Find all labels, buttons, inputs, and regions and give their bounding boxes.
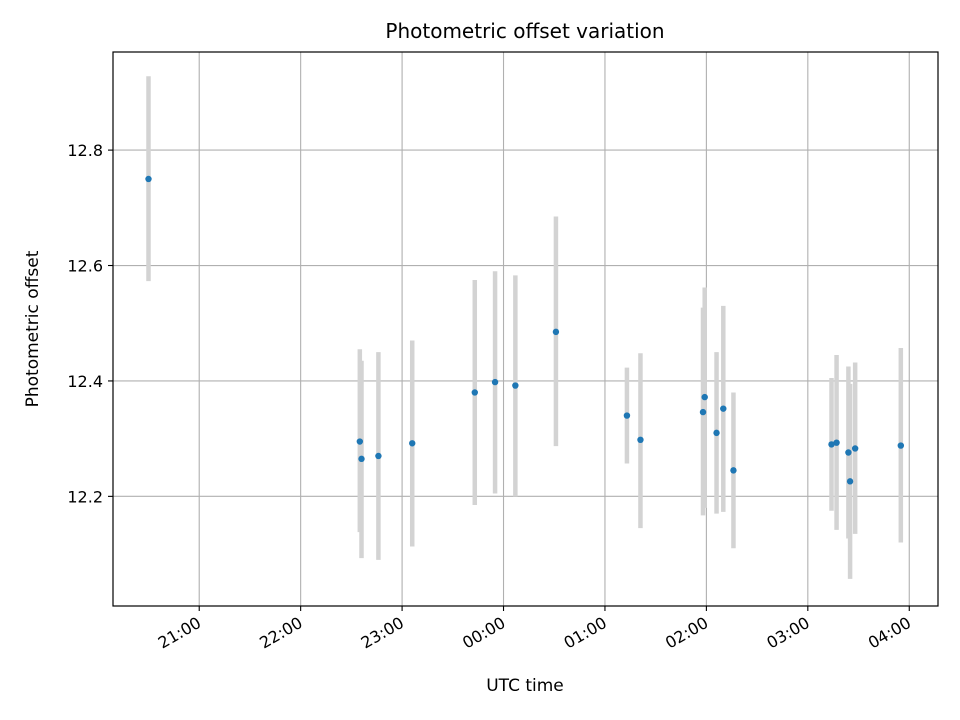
- data-point: [833, 439, 840, 446]
- y-tick-label: 12.4: [67, 372, 103, 391]
- x-tick-label: 00:00: [459, 613, 508, 653]
- x-tick-label: 01:00: [561, 613, 610, 653]
- data-point: [845, 449, 852, 456]
- chart-title: Photometric offset variation: [385, 19, 664, 43]
- data-point: [701, 393, 708, 401]
- plot-frame: [112, 51, 939, 607]
- axis-ticks: 21:00 22:00 23:00 00:00 01:00 02:00 03:00 04:00…: [67, 141, 914, 652]
- x-tick-label: 04:00: [865, 613, 914, 653]
- x-tick-label: 22:00: [256, 613, 305, 653]
- data-point: [897, 442, 905, 449]
- data-point: [409, 440, 416, 447]
- data-point: [491, 378, 499, 386]
- y-tick-label: 12.2: [67, 487, 103, 506]
- data-points: [145, 175, 905, 485]
- data-point: [699, 408, 707, 416]
- data-point: [828, 441, 835, 448]
- data-point: [623, 412, 631, 419]
- data-point: [720, 405, 727, 412]
- data-point: [471, 389, 478, 396]
- grid-lines: [113, 52, 938, 606]
- y-tick-label: 12.8: [67, 141, 103, 160]
- data-point: [846, 478, 854, 485]
- x-tick-label: 02:00: [662, 613, 711, 653]
- data-point: [713, 429, 720, 437]
- data-point: [512, 382, 519, 389]
- data-point: [730, 467, 737, 474]
- error-bars: [146, 76, 904, 579]
- x-tick-label: 23:00: [358, 613, 407, 653]
- data-point: [358, 455, 365, 463]
- y-axis-title: Photometric offset: [23, 250, 43, 407]
- data-point: [552, 328, 560, 336]
- x-axis-title: UTC time: [486, 676, 564, 696]
- x-tick-label: 21:00: [155, 613, 204, 653]
- data-point: [375, 452, 382, 460]
- data-point: [356, 438, 364, 445]
- y-tick-label: 12.6: [67, 257, 103, 276]
- data-point: [145, 175, 152, 183]
- x-tick-label: 03:00: [763, 613, 812, 653]
- data-point: [851, 445, 859, 452]
- data-point: [637, 436, 644, 443]
